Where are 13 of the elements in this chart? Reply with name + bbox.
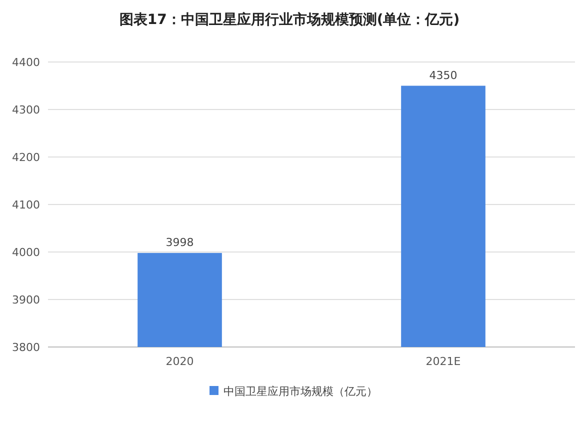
- y-tick-label: 4200: [12, 150, 40, 164]
- chart-title: 图表17：中国卫星应用行业市场规模预测(单位：亿元): [119, 11, 460, 28]
- y-tick-label: 3900: [12, 293, 40, 306]
- legend-label: 中国卫星应用市场规模（亿元）: [224, 384, 378, 398]
- data-label: 3998: [166, 236, 194, 249]
- y-tick-label: 4000: [12, 246, 40, 259]
- data-label: 4350: [429, 68, 458, 82]
- y-tick-label: 4400: [12, 56, 40, 69]
- x-tick-label: 2021E: [426, 355, 461, 368]
- y-tick-label: 4300: [12, 103, 40, 116]
- y-tick-label: 4100: [12, 198, 40, 212]
- y-tick-label: 3800: [12, 340, 40, 354]
- x-tick-label: 2020: [166, 355, 194, 368]
